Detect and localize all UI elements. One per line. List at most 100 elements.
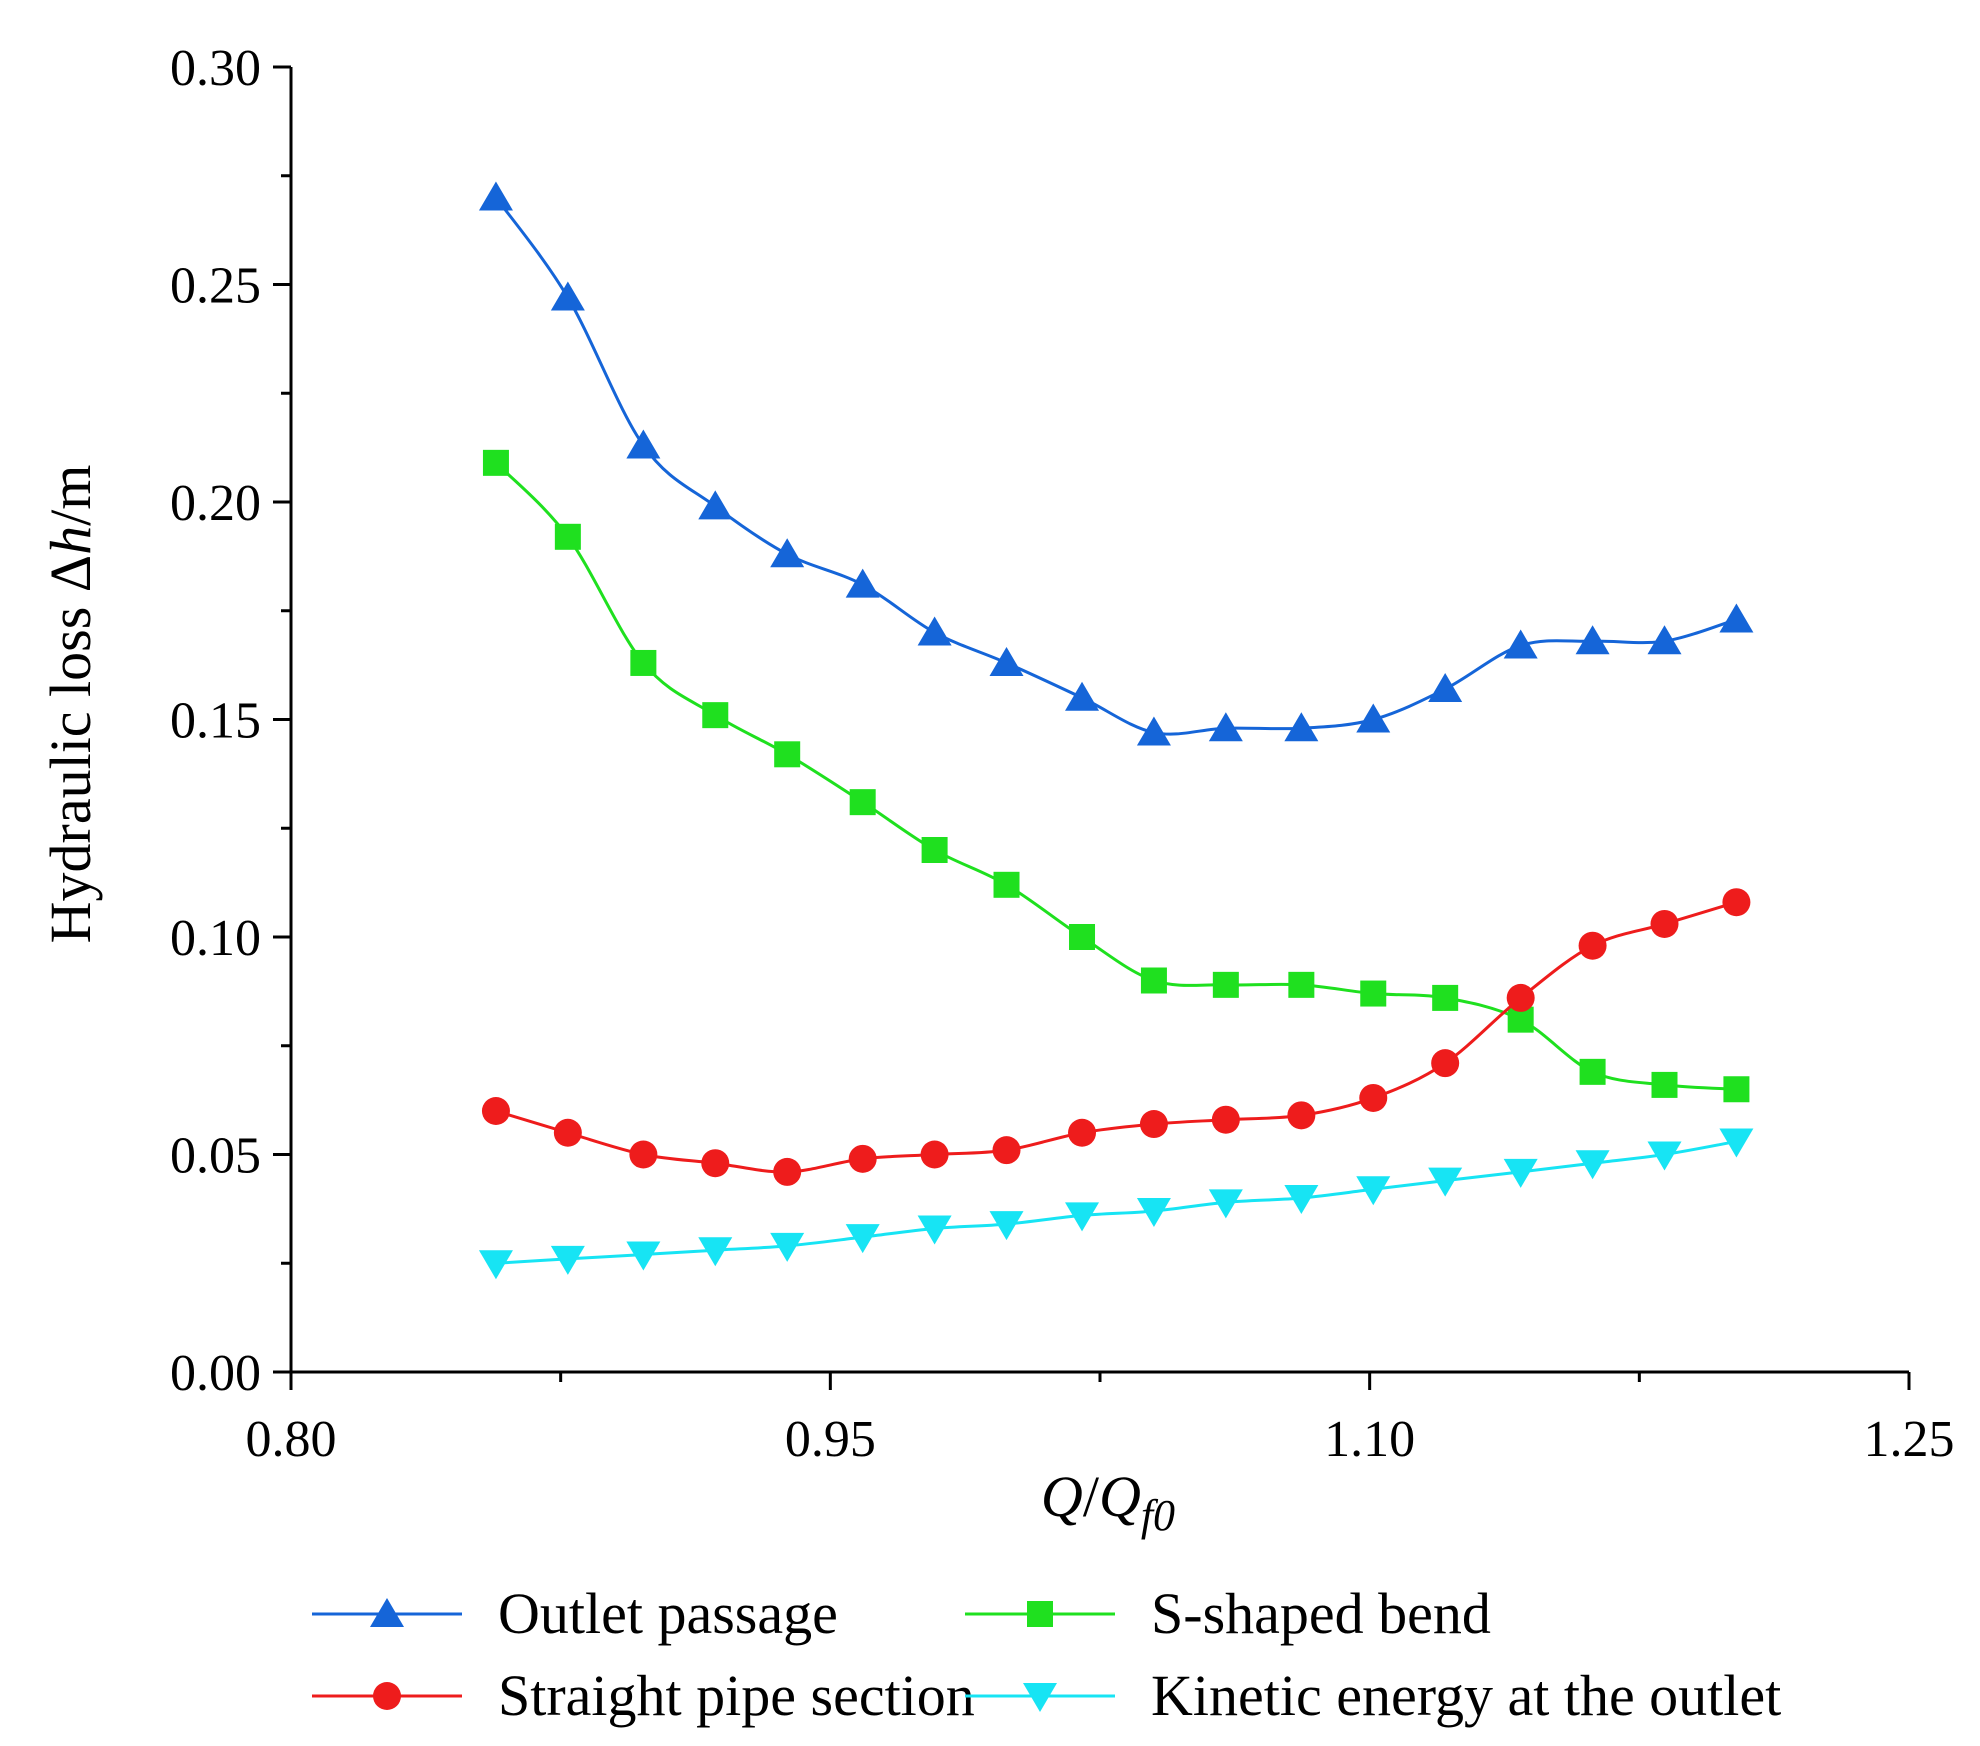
data-point: [702, 702, 729, 729]
data-point: [845, 1224, 880, 1254]
data-point: [550, 281, 585, 311]
data-point: [1140, 967, 1167, 994]
data-point: [1139, 1110, 1168, 1139]
x-tick-label: 0.80: [246, 1411, 337, 1468]
x-axis-title-part-3: f0: [1141, 1491, 1175, 1540]
y-tick-label: 0.00: [170, 1345, 261, 1402]
data-point: [550, 1245, 585, 1275]
data-point: [848, 1144, 877, 1173]
data-point: [1065, 1202, 1100, 1232]
data-point: [920, 1140, 949, 1169]
data-point: [1432, 984, 1459, 1011]
data-point: [698, 490, 733, 520]
data-point: [1503, 629, 1538, 659]
y-axis-title-part-0: Hydraulic loss: [38, 592, 103, 943]
data-point: [1356, 703, 1391, 733]
data-point: [921, 837, 948, 863]
y-axis-title: Hydraulic loss Δh/m: [38, 465, 103, 944]
data-point: [1069, 924, 1096, 950]
data-point: [917, 1215, 952, 1245]
legend-label: S-shaped bend: [1151, 1581, 1491, 1646]
legend: Outlet passage S-shaped bend Straight pipe…: [312, 1581, 1781, 1728]
y-tick-label: 0.05: [170, 1128, 261, 1185]
data-point: [1647, 1141, 1682, 1171]
data-point: [1211, 1105, 1240, 1134]
data-point: [1359, 1083, 1388, 1112]
data-point: [1356, 1176, 1391, 1206]
legend-label: Kinetic energy at the outlet: [1151, 1663, 1781, 1728]
data-point: [1212, 971, 1239, 998]
data-point: [989, 646, 1024, 676]
legend-swatch-marker: [370, 1598, 404, 1627]
data-point: [626, 429, 661, 459]
axes: 0.80 0.95 1.10 1.25 0.00 0.05 0.10 0.15 0.20 0.25…: [170, 40, 1955, 1468]
legend-item: S-shaped bend: [965, 1581, 1491, 1646]
data-point: [629, 1140, 658, 1169]
x-axis-title: Q/Qf0: [1041, 1464, 1175, 1540]
data-point: [993, 871, 1020, 898]
data-point: [849, 789, 876, 816]
series-line: [494, 461, 1737, 1091]
y-axis-title-part-2: h: [38, 526, 103, 555]
data-point: [845, 568, 880, 598]
data-point: [1719, 1128, 1754, 1158]
legend-swatch-marker: [1023, 1683, 1057, 1712]
legend-swatch-marker: [373, 1682, 401, 1710]
data-point: [1503, 1158, 1538, 1188]
y-tick-label: 0.20: [170, 475, 261, 532]
series-line: [494, 196, 1737, 736]
data-point: [478, 181, 513, 211]
data-point: [1428, 673, 1463, 703]
data-point: [1650, 909, 1679, 938]
data-point: [1722, 888, 1751, 917]
data-point: [481, 1097, 510, 1125]
legend-label: Straight pipe section: [498, 1663, 975, 1728]
data-point: [1579, 1058, 1606, 1085]
y-tick-label: 0.30: [170, 40, 261, 97]
series-line: [495, 900, 1737, 1174]
y-axis-title-part-1: Δ: [38, 555, 103, 592]
data-point: [1284, 712, 1319, 742]
y-tick-label: 0.10: [170, 910, 261, 967]
data-point: [989, 1211, 1024, 1241]
data-point: [1288, 971, 1315, 998]
data-point: [992, 1136, 1021, 1165]
legend-swatch-marker: [1027, 1601, 1053, 1627]
data-point: [1575, 625, 1610, 655]
series-3: [481, 888, 1751, 1186]
legend-item: Kinetic energy at the outlet: [965, 1663, 1781, 1728]
y-axis-title-part-3: /m: [38, 465, 103, 526]
data-point: [1647, 625, 1682, 655]
data-point: [1284, 1185, 1319, 1214]
x-tick-label: 1.25: [1864, 1411, 1955, 1468]
x-axis-title-part-2: Q: [1099, 1464, 1141, 1529]
y-tick-label: 0.15: [170, 693, 261, 750]
data-point: [553, 1118, 582, 1147]
data-point: [1575, 1150, 1610, 1180]
data-point: [1506, 983, 1535, 1012]
data-point: [630, 649, 657, 676]
y-tick-label: 0.25: [170, 258, 261, 315]
x-axis-title-part-0: Q: [1041, 1464, 1083, 1529]
data-point: [1136, 1198, 1171, 1228]
data-point: [774, 741, 801, 768]
data-point: [701, 1149, 730, 1178]
data-point: [554, 523, 581, 550]
data-point: [478, 1250, 513, 1280]
data-point: [1651, 1071, 1678, 1098]
data-point: [773, 1157, 802, 1186]
x-tick-label: 1.10: [1324, 1411, 1415, 1468]
data-point: [482, 449, 509, 476]
data-point: [1431, 1049, 1460, 1078]
legend-item: Straight pipe section: [312, 1663, 975, 1728]
data-point: [770, 1232, 805, 1262]
data-point: [1719, 603, 1754, 633]
data-point: [1723, 1076, 1750, 1103]
data-point: [626, 1241, 661, 1271]
data-point: [1428, 1167, 1463, 1197]
data-point: [1065, 681, 1100, 711]
data-point: [1068, 1118, 1097, 1147]
legend-item: Outlet passage: [312, 1581, 838, 1646]
series-layer: [478, 181, 1754, 1280]
